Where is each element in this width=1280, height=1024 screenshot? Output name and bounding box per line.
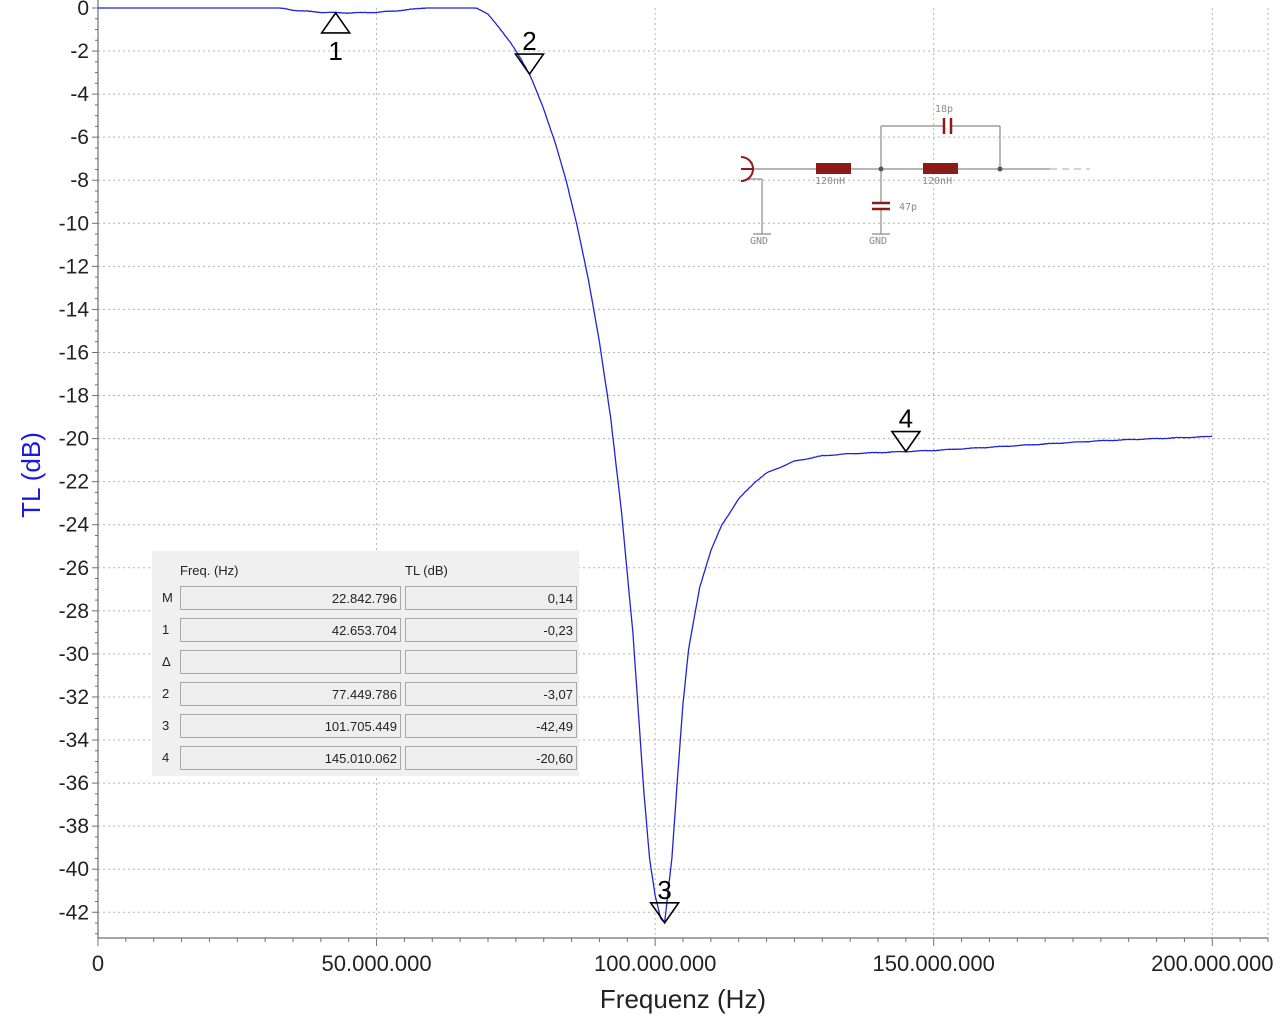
y-tick-label: -6 <box>70 126 89 149</box>
row-label: 1 <box>162 622 170 637</box>
table-row: 2 77.449.786 -3,07 <box>152 680 579 706</box>
marker-label: 4 <box>899 404 913 434</box>
capacitor-shunt <box>872 201 890 211</box>
x-tick-label: 200.000.000 <box>1151 951 1273 976</box>
row-label: M <box>162 590 173 605</box>
y-tick-label: 0 <box>77 0 89 20</box>
row-label: 4 <box>162 750 170 765</box>
freq-value[interactable]: 42.653.704 <box>180 618 401 642</box>
junction-dot <box>997 166 1003 172</box>
table-header-tl: TL (dB) <box>405 563 448 578</box>
marker-triangle-icon <box>890 430 922 453</box>
table-row: 3 101.705.449 -42,49 <box>152 712 579 738</box>
marker-table: Freq. (Hz) TL (dB) M 22.842.796 0,14 1 4… <box>152 551 579 776</box>
gnd-label-2: GND <box>869 236 887 247</box>
tl-value[interactable] <box>405 650 577 674</box>
y-tick-label: -38 <box>59 815 89 838</box>
y-tick-label: -42 <box>59 901 89 924</box>
marker-triangle-icon <box>513 53 546 76</box>
table-row: M 22.842.796 0,14 <box>152 584 579 610</box>
y-tick-label: -22 <box>59 471 89 494</box>
marker-2[interactable]: 2 <box>513 26 546 76</box>
x-tick-label: 50.000.000 <box>322 951 432 976</box>
x-tick-label: 150.000.000 <box>873 951 995 976</box>
y-tick-label: -32 <box>59 686 89 709</box>
table-row: Δ <box>152 648 579 674</box>
tl-value[interactable]: -3,07 <box>405 682 577 706</box>
marker-triangle-icon <box>649 902 681 925</box>
y-tick-label: -24 <box>59 514 90 537</box>
capacitor-series-label: 18p <box>935 104 953 115</box>
marker-3[interactable]: 3 <box>649 875 681 925</box>
circuit-schematic: 120nH 120nH 18p 47p GND GND <box>740 104 1090 247</box>
capacitor-series <box>942 118 953 134</box>
tl-value[interactable]: -42,49 <box>405 714 577 738</box>
y-tick-label: -36 <box>59 772 89 795</box>
marker-triangle-icon <box>320 11 352 34</box>
freq-value[interactable] <box>180 650 401 674</box>
table-header-freq: Freq. (Hz) <box>180 563 239 578</box>
inductor-1 <box>816 163 851 174</box>
y-tick-label: -28 <box>59 600 89 623</box>
grid <box>98 8 1269 938</box>
y-tick-labels: 0 -2 -4 -6 -8 -10 -12 -14 -16 -18 -20 -22 -24 -26 -28 -… <box>59 0 90 924</box>
y-tick-label: -12 <box>59 255 89 278</box>
y-tick-label: -2 <box>70 40 89 63</box>
x-tick-labels: 0 50.000.000 100.000.000 150.000.000 200.000… <box>92 951 1274 976</box>
freq-value[interactable]: 145.010.062 <box>180 746 401 770</box>
y-tick-label: -20 <box>59 428 89 451</box>
marker-1[interactable]: 1 <box>320 11 352 66</box>
table-row: 4 145.010.062 -20,60 <box>152 744 579 770</box>
capacitor-shunt-label: 47p <box>899 202 917 213</box>
freq-value[interactable]: 22.842.796 <box>180 586 401 610</box>
y-tick-label: -40 <box>59 858 89 881</box>
y-tick-label: -8 <box>70 169 89 192</box>
row-label: Δ <box>162 654 171 669</box>
y-tick-label: -34 <box>59 729 90 752</box>
freq-value[interactable]: 77.449.786 <box>180 682 401 706</box>
antenna-connector-icon <box>740 156 754 182</box>
y-tick-label: -18 <box>59 385 89 408</box>
x-tick-label: 0 <box>92 951 104 976</box>
row-label: 2 <box>162 686 170 701</box>
freq-value[interactable]: 101.705.449 <box>180 714 401 738</box>
y-tick-label: -30 <box>59 643 89 666</box>
row-label: 3 <box>162 718 170 733</box>
marker-label: 3 <box>657 875 671 905</box>
x-tick-label: 100.000.000 <box>594 951 716 976</box>
marker-4[interactable]: 4 <box>890 404 922 453</box>
inductor-2 <box>923 163 958 174</box>
axes <box>92 0 1269 946</box>
series-line-tl <box>98 7 1213 924</box>
markers[interactable]: 1 2 3 4 <box>320 11 922 925</box>
tl-value[interactable]: -20,60 <box>405 746 577 770</box>
inductor-2-label: 120nH <box>922 176 952 187</box>
gnd-label-1: GND <box>750 236 768 247</box>
y-tick-label: -14 <box>59 298 90 321</box>
schematic-wires <box>748 125 1090 234</box>
table-row: 1 42.653.704 -0,23 <box>152 616 579 642</box>
tl-value[interactable]: -0,23 <box>405 618 577 642</box>
y-axis-title: TL (dB) <box>16 432 46 518</box>
y-tick-label: -4 <box>70 83 89 106</box>
tl-value[interactable]: 0,14 <box>405 586 577 610</box>
y-tick-label: -10 <box>59 212 89 235</box>
x-axis-title: Frequenz (Hz) <box>600 984 766 1014</box>
y-tick-label: -16 <box>59 341 89 364</box>
inductor-1-label: 120nH <box>815 176 845 187</box>
marker-label: 1 <box>328 36 342 66</box>
junction-dot <box>878 166 884 172</box>
y-tick-label: -26 <box>59 557 89 580</box>
marker-label: 2 <box>522 26 536 56</box>
